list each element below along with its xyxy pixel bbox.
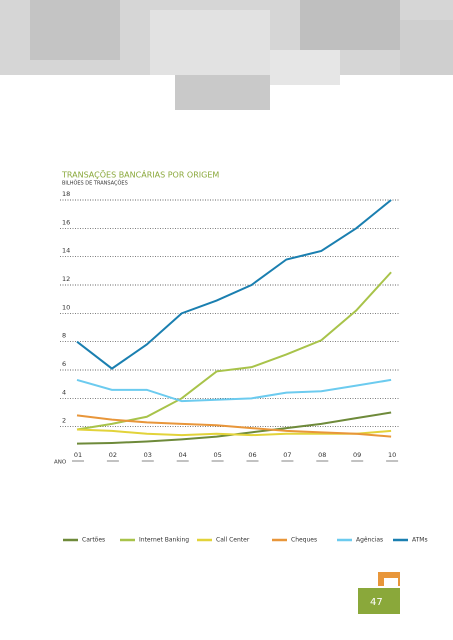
x-tick-label: 10 <box>388 451 396 459</box>
y-tick-label: 8 <box>62 332 66 340</box>
series-line <box>76 378 392 403</box>
y-tick-label: 18 <box>62 190 70 198</box>
x-tick-label: 05 <box>213 451 221 459</box>
y-tick-label: 6 <box>62 360 66 368</box>
x-tick-label: 03 <box>144 451 152 459</box>
plot: 2 4 6 8 10 12 14 16 18 01 02 03 04 05 06 07 08 09 10 Cartõe… <box>60 190 428 544</box>
x-axis-label: ANO <box>54 460 67 466</box>
chart-subtitle: BILHÕES DE TRANSAÇÕES <box>62 180 128 187</box>
legend-label: Cartões <box>82 537 105 544</box>
page-number: 47 <box>370 597 383 608</box>
header-decoration <box>0 0 453 110</box>
legend-label: Agências <box>356 537 383 544</box>
series-line <box>76 414 392 438</box>
legend-label: Cheques <box>291 537 317 544</box>
x-tick-label: 08 <box>318 451 326 459</box>
x-tick-label: 02 <box>109 451 117 459</box>
series-line <box>76 271 392 431</box>
x-tick-label: 06 <box>248 451 256 459</box>
x-tick-label: 09 <box>353 451 361 459</box>
legend-label: ATMs <box>412 537 428 544</box>
y-tick-label: 16 <box>62 218 70 226</box>
y-tick-label: 12 <box>62 275 70 283</box>
chart-title: TRANSAÇÕES BANCÁRIAS POR ORIGEM <box>61 169 219 180</box>
x-tick-label: 07 <box>283 451 291 459</box>
series-line <box>76 411 392 445</box>
legend-label: Internet Banking <box>139 537 189 544</box>
x-tick-label: 04 <box>179 451 187 459</box>
y-tick-label: 2 <box>62 417 66 425</box>
y-tick-label: 10 <box>62 303 70 311</box>
legend-label: Call Center <box>216 537 250 544</box>
page-number-box: 47 <box>358 572 400 614</box>
series-line <box>76 199 392 370</box>
x-tick-label: 01 <box>74 451 82 459</box>
y-tick-label: 4 <box>62 388 66 396</box>
y-tick-label: 14 <box>62 247 70 255</box>
